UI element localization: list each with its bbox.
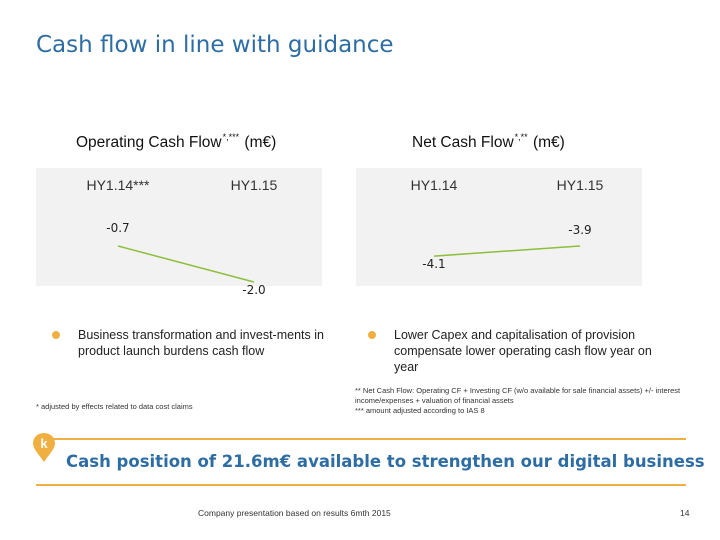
page-number: 14: [680, 508, 690, 518]
x-tick-label: HY1.15: [557, 177, 604, 193]
net-footnotes: ** Net Cash Flow: Operating CF + Investi…: [355, 386, 695, 416]
operating-footnote: * adjusted by effects related to data co…: [36, 402, 193, 411]
x-tick-label: HY1.14***: [86, 177, 150, 193]
series-line: [117, 245, 255, 283]
net-footnote-1: ** Net Cash Flow: Operating CF + Investi…: [355, 386, 681, 405]
net-footnote-2: *** amount adjusted according to IAS 8: [355, 406, 485, 415]
x-tick-label: HY1.14: [411, 177, 458, 193]
net-cash-flow-title: Net Cash Flow*,** (m€): [412, 132, 565, 152]
data-label: -2.0: [242, 283, 265, 297]
location-pin-icon: [33, 433, 55, 462]
net-title-unit: (m€): [532, 134, 565, 151]
badge-letter: k: [40, 436, 48, 451]
operating-cash-flow-title: Operating Cash Flow*,*** (m€): [76, 132, 276, 152]
divider-bottom: [36, 484, 686, 486]
slide-title: Cash flow in line with guidance: [36, 32, 394, 58]
operating-title-sup: *,***: [222, 132, 240, 142]
net-cash-flow-chart: HY1.14 HY1.15 -4.1 -3.9: [356, 168, 642, 286]
operating-bullet-text: Business transformation and invest-ments…: [78, 328, 324, 358]
operating-title-unit: (m€): [244, 134, 277, 151]
conclusion-text: Cash position of 21.6m€ available to str…: [66, 452, 705, 471]
footer-note: Company presentation based on results 6m…: [198, 508, 391, 518]
bullet-dot-icon: [52, 331, 60, 339]
data-label: -0.7: [106, 221, 129, 235]
net-title-text: Net Cash Flow: [412, 134, 514, 151]
x-tick-label: HY1.15: [231, 177, 278, 193]
data-label: -3.9: [568, 223, 591, 237]
data-label: -4.1: [422, 257, 445, 271]
plot-background: [36, 168, 322, 286]
net-title-sup: *,**: [514, 132, 528, 142]
divider-top: [36, 438, 686, 440]
bullet-dot-icon: [368, 331, 376, 339]
operating-title-text: Operating Cash Flow: [76, 134, 222, 151]
net-bullet-text: Lower Capex and capitalisation of provis…: [394, 328, 652, 374]
operating-cash-flow-chart: HY1.14*** HY1.15 -0.7 -2.0: [36, 168, 322, 297]
plot-background: [356, 168, 642, 286]
series-line: [433, 245, 581, 257]
